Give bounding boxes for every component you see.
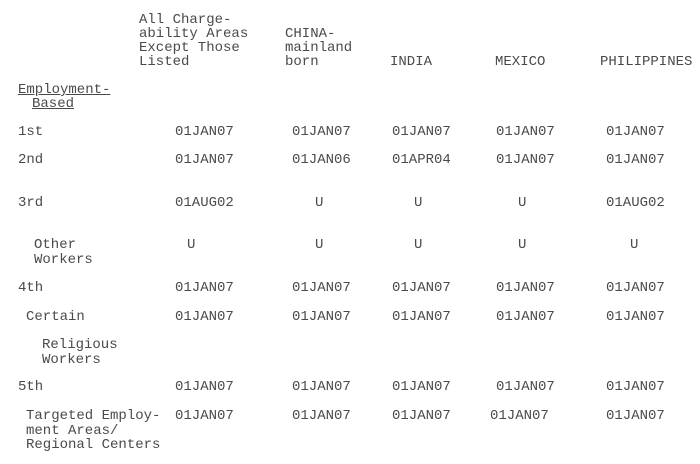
cutoff-date-cell: 01JAN07 <box>392 309 451 325</box>
cutoff-date-cell: 01JAN06 <box>292 152 351 168</box>
row-label: 5th <box>18 379 44 395</box>
cutoff-date-cell: U <box>315 237 324 253</box>
cutoff-date-cell: U <box>414 195 423 211</box>
cutoff-date-cell: 01JAN07 <box>606 408 665 424</box>
cutoff-date-cell: 01AUG02 <box>606 195 665 211</box>
cutoff-date-cell: 01JAN07 <box>292 280 351 296</box>
cutoff-date-cell: 01JAN07 <box>606 124 665 140</box>
cutoff-date-cell: 01JAN07 <box>606 152 665 168</box>
row-label: Religious <box>42 337 118 353</box>
cutoff-date-cell: 01JAN07 <box>175 280 234 296</box>
column-header: All Charge- <box>139 12 232 28</box>
column-header: PHILIPPINES <box>600 54 693 70</box>
cutoff-date-cell: 01JAN07 <box>392 379 451 395</box>
cutoff-date-cell: 01JAN07 <box>392 124 451 140</box>
cutoff-date-cell: U <box>187 237 196 253</box>
cutoff-date-cell: 01JAN07 <box>496 152 555 168</box>
row-label: Other <box>34 237 77 253</box>
cutoff-date-cell: 01JAN07 <box>606 379 665 395</box>
cutoff-date-cell: 01JAN07 <box>392 408 451 424</box>
cutoff-date-cell: 01JAN07 <box>490 408 549 424</box>
cutoff-date-cell: 01JAN07 <box>292 408 351 424</box>
cutoff-date-cell: 01JAN07 <box>175 152 234 168</box>
column-header: Except Those <box>139 40 240 56</box>
cutoff-date-cell: 01JAN07 <box>496 280 555 296</box>
cutoff-date-cell: 01JAN07 <box>175 309 234 325</box>
cutoff-date-cell: U <box>630 237 639 253</box>
row-label: Targeted Employ- <box>26 408 161 424</box>
section-label: Employment- <box>18 82 111 98</box>
cutoff-date-cell: 01JAN07 <box>292 379 351 395</box>
cutoff-date-cell: 01JAN07 <box>292 309 351 325</box>
cutoff-date-cell: U <box>518 195 527 211</box>
cutoff-date-cell: 01JAN07 <box>392 280 451 296</box>
cutoff-date-cell: 01JAN07 <box>496 124 555 140</box>
column-header: born <box>285 54 319 70</box>
cutoff-date-cell: 01JAN07 <box>175 124 234 140</box>
cutoff-date-cell: U <box>518 237 527 253</box>
cutoff-date-cell: 01JAN07 <box>175 408 234 424</box>
row-label: Workers <box>42 351 101 368</box>
section-label: Based <box>32 96 75 112</box>
column-header: MEXICO <box>495 54 546 70</box>
cutoff-date-cell: U <box>414 237 423 253</box>
column-header: INDIA <box>390 54 433 70</box>
column-header: mainland <box>285 40 353 56</box>
cutoff-date-cell: 01APR04 <box>392 152 451 168</box>
cutoff-date-cell: 01JAN07 <box>496 379 555 395</box>
column-header: Listed <box>139 54 190 70</box>
cutoff-date-cell: 01JAN07 <box>175 379 234 395</box>
cutoff-date-cell: 01AUG02 <box>175 195 234 211</box>
cutoff-date-cell: 01JAN07 <box>292 124 351 140</box>
row-label: ment Areas/ <box>26 422 119 439</box>
row-label: 2nd <box>18 152 44 168</box>
column-header: CHINA- <box>285 26 336 42</box>
cutoff-date-cell: U <box>315 195 324 211</box>
cutoff-date-cell: 01JAN07 <box>606 309 665 325</box>
row-label: 4th <box>18 280 44 296</box>
row-label: Workers <box>34 251 93 268</box>
cutoff-date-cell: 01JAN07 <box>496 309 555 325</box>
row-label: 1st <box>18 124 44 140</box>
column-header: ability Areas <box>139 26 249 42</box>
row-label: Certain <box>26 309 85 325</box>
row-label: 3rd <box>18 195 44 211</box>
cutoff-date-cell: 01JAN07 <box>606 280 665 296</box>
row-label: Regional Centers <box>26 437 161 453</box>
